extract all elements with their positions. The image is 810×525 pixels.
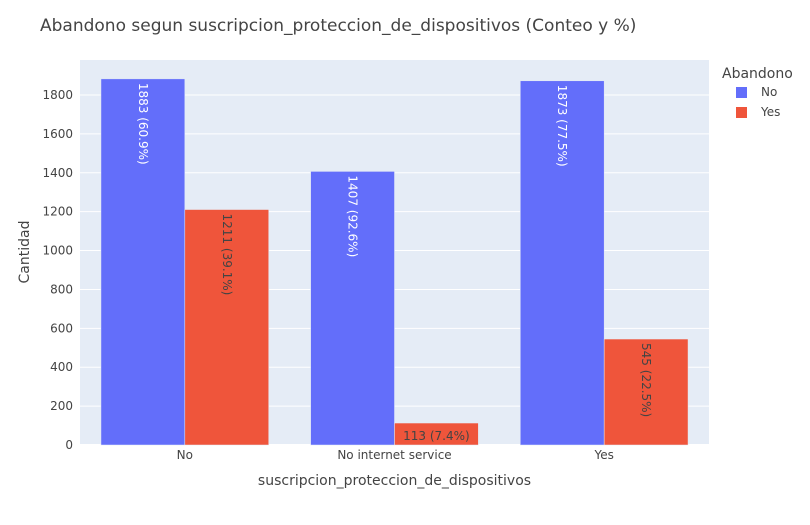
x-tick-label: No [177,448,193,462]
bar-labels: 1883 (60.9%) 1211 (39.1%) 1407 (92.6%) 113 … [136,83,653,443]
bar[interactable] [100,78,186,446]
bar-data-label: 1873 (77.5%) [555,85,569,167]
x-tick-label: Yes [593,448,613,462]
bar[interactable] [520,80,605,446]
legend-entry[interactable]: No [761,85,777,99]
chart-title: Abandono segun suscripcion_proteccion_de… [40,16,636,36]
y-tick-label: 1200 [42,205,73,219]
y-tick-label: 1600 [42,127,73,141]
x-axis-title: suscripcion_proteccion_de_dispositivos [258,473,531,489]
bar-data-label: 545 (22.5%) [639,343,653,417]
bar[interactable] [603,338,689,446]
legend[interactable]: Abandono No Yes [722,66,793,119]
y-axis-title: Cantidad [17,221,33,284]
bar-data-label: 1883 (60.9%) [136,83,150,165]
y-tick-label: 400 [50,360,73,374]
legend-swatch [736,107,747,118]
bars [100,78,689,446]
bar-data-label: 1407 (92.6%) [346,175,360,257]
x-axis-ticks: No No internet service Yes [177,448,614,462]
bar-data-label: 113 (7.4%) [403,429,470,443]
y-tick-label: 800 [50,282,73,296]
y-tick-label: 600 [50,321,73,335]
legend-swatch [736,87,747,98]
y-tick-label: 1400 [42,166,73,180]
bar[interactable] [310,171,395,446]
bar[interactable] [184,209,269,446]
y-axis-ticks: 0 200 400 600 800 1000 1200 1400 1600 1800 [42,88,73,452]
y-tick-label: 1000 [42,244,73,258]
y-tick-label: 1800 [42,88,73,102]
legend-title: Abandono [722,66,793,82]
x-tick-label: No internet service [337,448,451,462]
bar-data-label: 1211 (39.1%) [220,214,234,296]
y-tick-label: 0 [65,438,73,452]
bar[interactable] [394,422,479,446]
y-tick-label: 200 [50,399,73,413]
legend-entry[interactable]: Yes [760,105,780,119]
